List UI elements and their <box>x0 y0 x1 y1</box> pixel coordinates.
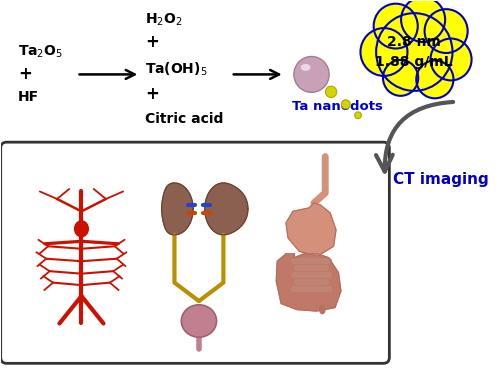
Text: 2.8 nm
1.88 g/mL: 2.8 nm 1.88 g/mL <box>376 35 453 69</box>
Text: H$_2$O$_2$: H$_2$O$_2$ <box>145 11 182 28</box>
Text: +: + <box>18 65 32 83</box>
Circle shape <box>383 60 418 96</box>
Text: +: + <box>145 85 159 103</box>
Ellipse shape <box>74 221 88 237</box>
Text: CT imaging: CT imaging <box>394 172 489 186</box>
Circle shape <box>376 13 452 91</box>
Circle shape <box>401 0 445 42</box>
Circle shape <box>430 38 472 80</box>
Circle shape <box>326 86 336 97</box>
Ellipse shape <box>294 56 329 92</box>
Circle shape <box>342 100 350 109</box>
Ellipse shape <box>320 305 325 314</box>
Ellipse shape <box>300 64 310 71</box>
Text: +: + <box>145 33 159 51</box>
Circle shape <box>424 9 468 53</box>
Circle shape <box>374 4 418 48</box>
Polygon shape <box>286 203 336 256</box>
Text: Ta nanodots: Ta nanodots <box>292 100 383 113</box>
Polygon shape <box>205 183 248 235</box>
Text: Citric acid: Citric acid <box>145 112 224 126</box>
Circle shape <box>416 61 454 98</box>
Circle shape <box>354 112 362 119</box>
FancyBboxPatch shape <box>0 142 390 363</box>
Text: Ta$_2$O$_5$: Ta$_2$O$_5$ <box>18 44 62 60</box>
Text: Ta(OH)$_5$: Ta(OH)$_5$ <box>145 61 208 78</box>
Ellipse shape <box>182 305 216 337</box>
Polygon shape <box>276 254 341 311</box>
Circle shape <box>360 28 408 76</box>
Polygon shape <box>162 183 193 235</box>
Text: HF: HF <box>18 90 39 104</box>
